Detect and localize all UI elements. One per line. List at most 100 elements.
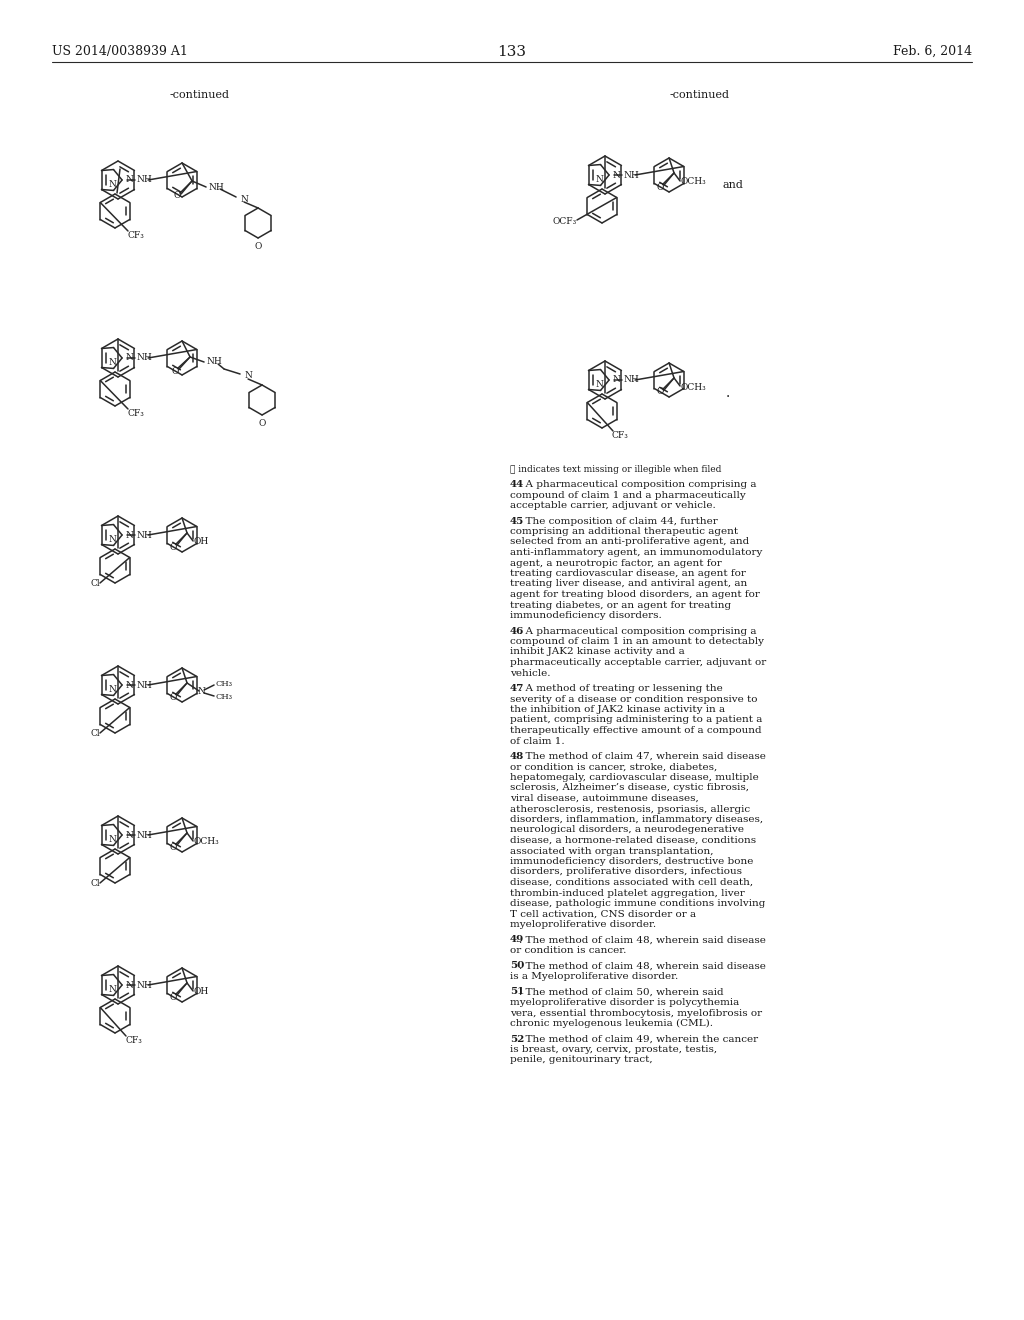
Text: anti-inflammatory agent, an immunomodulatory: anti-inflammatory agent, an immunomodula… [510,548,763,557]
Text: treating liver disease, and antiviral agent, an: treating liver disease, and antiviral ag… [510,579,748,589]
Text: 133: 133 [498,45,526,59]
Text: N: N [125,176,133,185]
Text: CF₃: CF₃ [125,1036,142,1045]
Text: . The method of claim 50, wherein said: . The method of claim 50, wherein said [519,987,723,997]
Text: comprising an additional therapeutic agent: comprising an additional therapeutic age… [510,527,738,536]
Text: N: N [125,830,133,840]
Text: hepatomegaly, cardiovascular disease, multiple: hepatomegaly, cardiovascular disease, mu… [510,774,759,781]
Text: immunodeficiency disorders.: immunodeficiency disorders. [510,611,662,620]
Text: or condition is cancer, stroke, diabetes,: or condition is cancer, stroke, diabetes… [510,763,717,771]
Text: 47: 47 [510,684,524,693]
Text: vera, essential thrombocytosis, myelofibrosis or: vera, essential thrombocytosis, myelofib… [510,1008,762,1018]
Text: N: N [125,981,133,990]
Text: NH: NH [208,182,224,191]
Text: is breast, ovary, cervix, prostate, testis,: is breast, ovary, cervix, prostate, test… [510,1045,717,1053]
Text: . The composition of claim 44, further: . The composition of claim 44, further [519,516,718,525]
Text: N: N [612,375,620,384]
Text: . A pharmaceutical composition comprising a: . A pharmaceutical composition comprisin… [519,480,756,488]
Text: inhibit JAK2 kinase activity and a: inhibit JAK2 kinase activity and a [510,648,685,656]
Text: OCH₃: OCH₃ [680,177,706,186]
Text: NH: NH [136,354,152,363]
Text: atherosclerosis, restenosis, psoriasis, allergic: atherosclerosis, restenosis, psoriasis, … [510,804,751,813]
Text: OH: OH [194,987,208,997]
Text: associated with organ transplantation,: associated with organ transplantation, [510,846,714,855]
Text: CH₃: CH₃ [215,693,232,701]
Text: NH: NH [136,531,152,540]
Text: N: N [596,176,603,185]
Text: treating diabetes, or an agent for treating: treating diabetes, or an agent for treat… [510,601,731,610]
Text: myeloproliferative disorder.: myeloproliferative disorder. [510,920,656,929]
Text: Cl: Cl [90,579,99,589]
Text: 50: 50 [510,961,524,970]
Text: OH: OH [194,537,208,546]
Text: vehicle.: vehicle. [510,668,551,677]
Text: Ⓡ indicates text missing or illegible when filed: Ⓡ indicates text missing or illegible wh… [510,465,721,474]
Text: N: N [109,536,117,544]
Text: N: N [125,681,133,689]
Text: N: N [198,686,205,696]
Text: O: O [169,842,177,851]
Text: N: N [125,354,133,363]
Text: compound of claim 1 in an amount to detectably: compound of claim 1 in an amount to dete… [510,638,764,645]
Text: is a Myeloproliferative disorder.: is a Myeloproliferative disorder. [510,972,678,981]
Text: O: O [169,543,177,552]
Text: . A pharmaceutical composition comprising a: . A pharmaceutical composition comprisin… [519,627,756,635]
Text: disease, conditions associated with cell death,: disease, conditions associated with cell… [510,878,753,887]
Text: N: N [125,531,133,540]
Text: O: O [258,418,266,428]
Text: Cl: Cl [90,730,99,738]
Text: CH₃: CH₃ [215,680,232,688]
Text: N: N [109,836,117,845]
Text: O: O [254,242,262,251]
Text: CF₃: CF₃ [127,231,144,240]
Text: disorders, proliferative disorders, infectious: disorders, proliferative disorders, infe… [510,867,742,876]
Text: patient, comprising administering to a patient a: patient, comprising administering to a p… [510,715,763,725]
Text: or condition is cancer.: or condition is cancer. [510,946,627,954]
Text: O: O [656,182,664,191]
Text: chronic myelogenous leukemia (CML).: chronic myelogenous leukemia (CML). [510,1019,713,1028]
Text: NH: NH [623,170,639,180]
Text: acceptable carrier, adjuvant or vehicle.: acceptable carrier, adjuvant or vehicle. [510,502,716,510]
Text: O: O [173,191,181,201]
Text: . The method of claim 48, wherein said disease: . The method of claim 48, wherein said d… [519,961,766,970]
Text: 48: 48 [510,752,524,762]
Text: -continued: -continued [670,90,730,100]
Text: of claim 1.: of claim 1. [510,737,564,746]
Text: US 2014/0038939 A1: US 2014/0038939 A1 [52,45,187,58]
Text: and: and [722,180,743,190]
Text: therapeutically effective amount of a compound: therapeutically effective amount of a co… [510,726,762,735]
Text: 52: 52 [510,1035,524,1044]
Text: OCF₃: OCF₃ [553,216,577,226]
Text: . The method of claim 48, wherein said disease: . The method of claim 48, wherein said d… [519,936,766,945]
Text: viral disease, autoimmune diseases,: viral disease, autoimmune diseases, [510,795,698,803]
Text: compound of claim 1 and a pharmaceutically: compound of claim 1 and a pharmaceutical… [510,491,745,499]
Text: myeloproliferative disorder is polycythemia: myeloproliferative disorder is polycythe… [510,998,739,1007]
Text: O: O [656,388,664,396]
Text: immunodeficiency disorders, destructive bone: immunodeficiency disorders, destructive … [510,857,754,866]
Text: N: N [109,986,117,994]
Text: NH: NH [206,358,222,367]
Text: O: O [169,993,177,1002]
Text: severity of a disease or condition responsive to: severity of a disease or condition respo… [510,694,758,704]
Text: 49: 49 [510,936,524,945]
Text: OCH₃: OCH₃ [194,837,219,846]
Text: agent for treating blood disorders, an agent for: agent for treating blood disorders, an a… [510,590,760,599]
Text: disease, pathologic immune conditions involving: disease, pathologic immune conditions in… [510,899,765,908]
Text: . The method of claim 49, wherein the cancer: . The method of claim 49, wherein the ca… [519,1035,758,1044]
Text: pharmaceutically acceptable carrier, adjuvant or: pharmaceutically acceptable carrier, adj… [510,657,766,667]
Text: N: N [240,194,248,203]
Text: . A method of treating or lessening the: . A method of treating or lessening the [519,684,723,693]
Text: N: N [109,685,117,694]
Text: Cl: Cl [90,879,99,888]
Text: .: . [726,385,730,400]
Text: T cell activation, CNS disorder or a: T cell activation, CNS disorder or a [510,909,696,919]
Text: disorders, inflammation, inflammatory diseases,: disorders, inflammation, inflammatory di… [510,814,763,824]
Text: N: N [244,371,252,380]
Text: NH: NH [136,830,152,840]
Text: NH: NH [623,375,639,384]
Text: N: N [109,359,117,367]
Text: OCH₃: OCH₃ [680,383,706,392]
Text: NH: NH [136,981,152,990]
Text: treating cardiovascular disease, an agent for: treating cardiovascular disease, an agen… [510,569,745,578]
Text: the inhibition of JAK2 kinase activity in a: the inhibition of JAK2 kinase activity i… [510,705,725,714]
